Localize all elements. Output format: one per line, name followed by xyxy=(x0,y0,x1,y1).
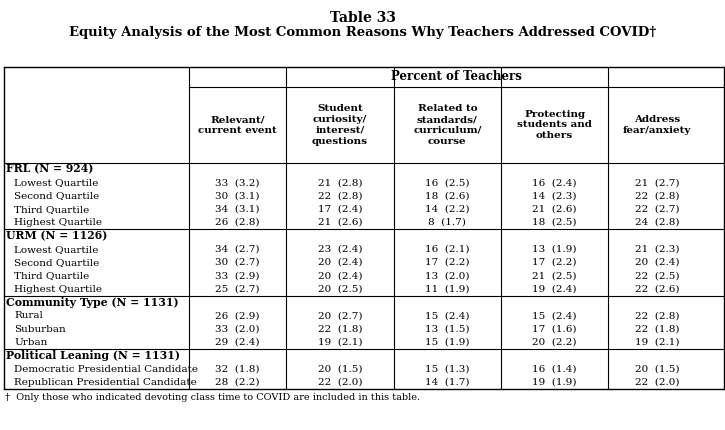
Text: Suburban: Suburban xyxy=(14,325,66,334)
Text: URM (N = 1126): URM (N = 1126) xyxy=(6,230,107,241)
Text: Related to
standards/
curriculum/
course: Related to standards/ curriculum/ course xyxy=(413,104,481,145)
Text: 13  (1.9): 13 (1.9) xyxy=(532,245,577,254)
Text: Highest Quartile: Highest Quartile xyxy=(14,218,102,227)
Text: 19  (1.9): 19 (1.9) xyxy=(532,378,577,387)
Text: 30  (2.7): 30 (2.7) xyxy=(215,258,260,267)
Text: 15  (1.3): 15 (1.3) xyxy=(425,365,470,374)
Text: 22  (2.8): 22 (2.8) xyxy=(635,311,679,320)
Text: 19  (2.4): 19 (2.4) xyxy=(532,285,577,294)
Text: 14  (2.3): 14 (2.3) xyxy=(532,191,577,200)
Text: Lowest Quartile: Lowest Quartile xyxy=(14,178,99,187)
Text: 26  (2.8): 26 (2.8) xyxy=(215,218,260,227)
Text: 20  (2.4): 20 (2.4) xyxy=(318,258,362,267)
Text: 8  (1.7): 8 (1.7) xyxy=(428,218,466,227)
Text: Urban: Urban xyxy=(14,338,48,347)
Text: 21  (2.6): 21 (2.6) xyxy=(532,205,577,214)
Text: Relevant/
current event: Relevant/ current event xyxy=(198,115,277,135)
Text: 22  (2.0): 22 (2.0) xyxy=(635,378,679,387)
Text: 13  (1.5): 13 (1.5) xyxy=(425,325,470,334)
Text: 14  (2.2): 14 (2.2) xyxy=(425,205,470,214)
Text: 33  (2.9): 33 (2.9) xyxy=(215,271,260,280)
Text: 21  (2.8): 21 (2.8) xyxy=(318,178,362,187)
Text: 21  (2.5): 21 (2.5) xyxy=(532,271,577,280)
Text: Table 33: Table 33 xyxy=(329,11,396,25)
Text: 34  (3.1): 34 (3.1) xyxy=(215,205,260,214)
Text: 22  (2.7): 22 (2.7) xyxy=(635,205,679,214)
Text: 20  (2.4): 20 (2.4) xyxy=(318,271,362,280)
Text: 16  (2.1): 16 (2.1) xyxy=(425,245,470,254)
Text: 22  (2.5): 22 (2.5) xyxy=(635,271,679,280)
Text: 22  (2.6): 22 (2.6) xyxy=(635,285,679,294)
Text: 16  (2.4): 16 (2.4) xyxy=(532,178,577,187)
Text: 26  (2.9): 26 (2.9) xyxy=(215,311,260,320)
Text: 17  (1.6): 17 (1.6) xyxy=(532,325,577,334)
Text: 19  (2.1): 19 (2.1) xyxy=(318,338,362,347)
Text: 22  (2.8): 22 (2.8) xyxy=(635,191,679,200)
Text: 22  (1.8): 22 (1.8) xyxy=(318,325,362,334)
Text: 20  (2.2): 20 (2.2) xyxy=(532,338,577,347)
Text: 15  (2.4): 15 (2.4) xyxy=(425,311,470,320)
Text: 23  (2.4): 23 (2.4) xyxy=(318,245,362,254)
Text: FRL (N = 924): FRL (N = 924) xyxy=(6,164,94,175)
Text: 33  (2.0): 33 (2.0) xyxy=(215,325,260,334)
Text: 15  (1.9): 15 (1.9) xyxy=(425,338,470,347)
Text: 20  (2.5): 20 (2.5) xyxy=(318,285,362,294)
Text: Protecting
students and
others: Protecting students and others xyxy=(517,110,592,140)
Text: 16  (1.4): 16 (1.4) xyxy=(532,365,577,374)
Text: Highest Quartile: Highest Quartile xyxy=(14,285,102,294)
Text: 20  (1.5): 20 (1.5) xyxy=(635,365,679,374)
Text: 22  (1.8): 22 (1.8) xyxy=(635,325,679,334)
Text: 25  (2.7): 25 (2.7) xyxy=(215,285,260,294)
Text: 29  (2.4): 29 (2.4) xyxy=(215,338,260,347)
Text: 28  (2.2): 28 (2.2) xyxy=(215,378,260,387)
Text: 32  (1.8): 32 (1.8) xyxy=(215,365,260,374)
Text: 21  (2.3): 21 (2.3) xyxy=(635,245,679,254)
Text: 14  (1.7): 14 (1.7) xyxy=(425,378,470,387)
Text: 21  (2.7): 21 (2.7) xyxy=(635,178,679,187)
Text: Address
fear/anxiety: Address fear/anxiety xyxy=(623,115,692,135)
Text: 21  (2.6): 21 (2.6) xyxy=(318,218,362,227)
Text: 15  (2.4): 15 (2.4) xyxy=(532,311,577,320)
Text: Lowest Quartile: Lowest Quartile xyxy=(14,245,99,254)
Text: Student
curiosity/
interest/
questions: Student curiosity/ interest/ questions xyxy=(312,104,368,145)
Text: 18  (2.6): 18 (2.6) xyxy=(425,191,470,200)
Text: Rural: Rural xyxy=(14,311,44,320)
Text: 18  (2.5): 18 (2.5) xyxy=(532,218,577,227)
Text: 24  (2.8): 24 (2.8) xyxy=(635,218,679,227)
Text: 20  (1.5): 20 (1.5) xyxy=(318,365,362,374)
Text: 22  (2.0): 22 (2.0) xyxy=(318,378,362,387)
Text: 33  (3.2): 33 (3.2) xyxy=(215,178,260,187)
Text: Republican Presidential Candidate: Republican Presidential Candidate xyxy=(14,378,197,387)
Text: 13  (2.0): 13 (2.0) xyxy=(425,271,470,280)
Text: Third Quartile: Third Quartile xyxy=(14,271,90,280)
Text: Community Type (N = 1131): Community Type (N = 1131) xyxy=(6,297,178,308)
Text: 30  (3.1): 30 (3.1) xyxy=(215,191,260,200)
Text: Political Leaning (N = 1131): Political Leaning (N = 1131) xyxy=(6,350,180,361)
Text: Equity Analysis of the Most Common Reasons Why Teachers Addressed COVID†: Equity Analysis of the Most Common Reaso… xyxy=(69,26,656,39)
Text: 20  (2.4): 20 (2.4) xyxy=(635,258,679,267)
Text: Second Quartile: Second Quartile xyxy=(14,191,100,200)
Text: †  Only those who indicated devoting class time to COVID are included in this ta: † Only those who indicated devoting clas… xyxy=(5,393,420,402)
Text: 20  (2.7): 20 (2.7) xyxy=(318,311,362,320)
Text: 17  (2.2): 17 (2.2) xyxy=(425,258,470,267)
Text: Third Quartile: Third Quartile xyxy=(14,205,90,214)
Text: 11  (1.9): 11 (1.9) xyxy=(425,285,470,294)
Text: 22  (2.8): 22 (2.8) xyxy=(318,191,362,200)
Text: Democratic Presidential Candidate: Democratic Presidential Candidate xyxy=(14,365,199,374)
Text: 19  (2.1): 19 (2.1) xyxy=(635,338,679,347)
Text: Second Quartile: Second Quartile xyxy=(14,258,100,267)
Text: 34  (2.7): 34 (2.7) xyxy=(215,245,260,254)
Text: 17  (2.2): 17 (2.2) xyxy=(532,258,577,267)
Text: 16  (2.5): 16 (2.5) xyxy=(425,178,470,187)
Text: Percent of Teachers: Percent of Teachers xyxy=(391,71,521,83)
Text: 17  (2.4): 17 (2.4) xyxy=(318,205,362,214)
